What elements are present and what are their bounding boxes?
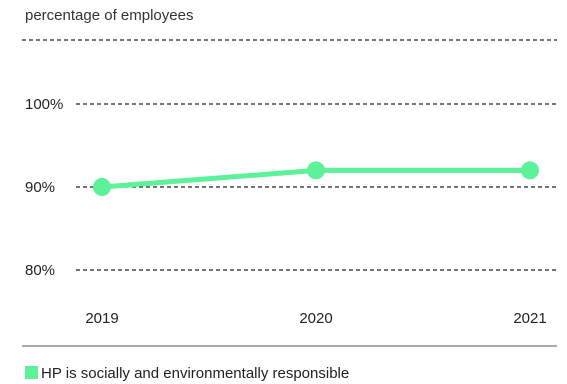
y-tick-label: 100% bbox=[25, 96, 63, 113]
tick-layer: 80% 90% 100% 2019 2020 2021 bbox=[25, 96, 547, 327]
data-point bbox=[307, 161, 325, 180]
legend-swatch bbox=[25, 366, 38, 379]
x-tick-label: 2019 bbox=[85, 310, 118, 327]
chart-subtitle: percentage of employees bbox=[25, 7, 193, 24]
y-tick-label: 90% bbox=[25, 179, 55, 196]
y-tick-label: 80% bbox=[25, 262, 55, 279]
grid-layer bbox=[76, 103, 557, 271]
series-layer bbox=[93, 161, 539, 196]
x-tick-label: 2021 bbox=[513, 310, 546, 327]
data-point bbox=[93, 178, 111, 196]
legend-label: HP is socially and environmentally respo… bbox=[41, 365, 349, 382]
x-tick-label: 2020 bbox=[299, 310, 332, 327]
data-point bbox=[521, 161, 539, 180]
